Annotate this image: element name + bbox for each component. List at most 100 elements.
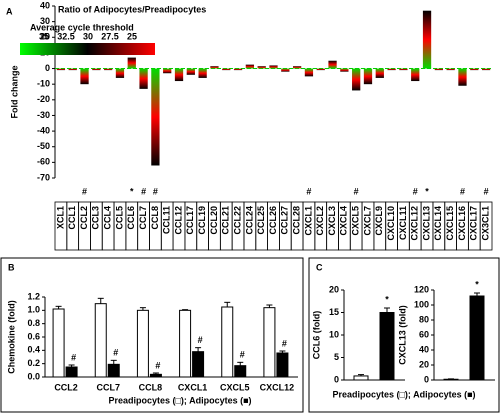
x-tick-label: CCL8 <box>150 206 160 230</box>
y-tick-label: -30 <box>37 110 50 120</box>
y-tick-label: -50 <box>37 141 50 151</box>
significance-mark: # <box>240 350 245 360</box>
x-tick-label: CXCL16 <box>457 206 467 241</box>
y-tick-label: 80 <box>419 314 429 324</box>
bar <box>317 69 325 71</box>
error-bar <box>224 302 230 307</box>
bar <box>66 367 77 377</box>
bar <box>151 69 159 166</box>
x-tick-label: CXCL9 <box>374 206 384 236</box>
legend-tick-label: 25 <box>127 31 137 41</box>
x-tick-label: CXCL5 <box>351 206 361 236</box>
x-tick-label: CCL3 <box>91 206 101 230</box>
y-tick-label: -20 <box>37 94 50 104</box>
bar <box>354 376 368 380</box>
significance-mark: # <box>71 352 76 362</box>
bar <box>380 313 394 381</box>
legend-bar <box>20 43 155 55</box>
x-tick-label: CXCL13 <box>421 206 431 241</box>
x-tick-label: CCL7 <box>96 382 120 392</box>
error-bar <box>98 298 104 303</box>
significance-mark: # <box>484 186 489 196</box>
x-tick-label: CCL8 <box>139 382 163 392</box>
x-tick-label: CXCL3 <box>327 206 337 236</box>
y-tick-label: 0.6 <box>27 331 40 341</box>
x-tick-label: XCL1 <box>55 206 65 229</box>
bar <box>139 69 147 89</box>
significance-mark: # <box>413 186 418 196</box>
bar <box>234 69 242 71</box>
y-tick-label: 20 <box>419 359 429 369</box>
x-tick-label: CXCL5 <box>220 382 250 392</box>
y-axis-label: Chemokine (fold) <box>6 300 16 374</box>
bar <box>69 69 77 71</box>
significance-mark: # <box>460 186 465 196</box>
error-bar <box>384 308 390 313</box>
x-tick-label: CCL24 <box>244 206 254 235</box>
x-tick-label: CCL20 <box>209 206 219 235</box>
x-axis-label: Preadipocytes (□); Adipocytes (■) <box>108 395 251 405</box>
significance-mark: # <box>155 360 160 370</box>
x-tick-label: CCL5 <box>114 206 124 230</box>
bar <box>92 69 100 71</box>
x-tick-label: CCL4 <box>103 206 113 230</box>
significance-mark: # <box>198 335 203 345</box>
x-tick-label: CCL12 <box>173 206 183 235</box>
bar <box>199 69 207 78</box>
x-tick-label: CXCL12 <box>260 382 295 392</box>
legend-tick-label: 30 <box>83 31 93 41</box>
significance-mark: # <box>282 338 287 348</box>
bar <box>210 66 218 68</box>
bar <box>411 69 419 82</box>
y-tick-label: 100 <box>414 299 429 309</box>
legend-tick-label: 35 <box>39 31 49 41</box>
significance-mark: * <box>475 279 479 289</box>
x-tick-label: CXCL4 <box>339 206 349 236</box>
y-tick-label: -70 <box>37 172 50 182</box>
bar <box>399 69 407 71</box>
panel-label: B <box>8 262 15 272</box>
chart-title: Ratio of Adipocytes/Preadipocytes <box>58 4 206 14</box>
y-tick-label: 40 <box>40 0 50 10</box>
bar <box>470 296 484 380</box>
bar <box>137 310 148 377</box>
y-tick-label: 40 <box>419 344 429 354</box>
y-tick-label: 20 <box>329 284 339 294</box>
bar <box>293 66 301 68</box>
bar <box>352 69 360 91</box>
y-axis-label: Fold change <box>9 65 19 118</box>
x-tick-label: CCL17 <box>185 206 195 235</box>
bar <box>470 69 478 71</box>
significance-mark: # <box>306 186 311 196</box>
y-tick-label: 1.0 <box>27 305 40 315</box>
x-tick-label: CXCL11 <box>398 206 408 240</box>
bar <box>116 69 124 78</box>
x-tick-label: CCL7 <box>138 206 148 230</box>
bar <box>222 307 233 377</box>
significance-mark: # <box>153 186 158 196</box>
bar <box>57 69 65 71</box>
x-tick-label: CCL6 <box>126 206 136 230</box>
x-tick-label: CXCL15 <box>445 206 455 241</box>
bar <box>180 310 191 377</box>
bar <box>80 69 88 85</box>
x-tick-label: CX3CL1 <box>480 206 490 241</box>
bar <box>246 65 254 69</box>
x-tick-label: CXCL10 <box>386 206 396 241</box>
significance-mark: # <box>354 186 359 196</box>
x-tick-label: CXCL1 <box>178 382 208 392</box>
bar <box>104 69 112 71</box>
y-tick-label: 15 <box>329 307 339 317</box>
x-tick-label: CCL19 <box>197 206 207 235</box>
bar <box>187 69 195 75</box>
x-tick-label: CCL21 <box>221 206 231 235</box>
y-axis-label: CCL6 (fold) <box>311 311 321 360</box>
significance-mark: # <box>82 186 87 196</box>
x-axis-label: Preadipocytes (□); Adipocytes (■) <box>332 389 475 399</box>
x-tick-label: CXCL14 <box>433 206 443 241</box>
y-tick-label: 0 <box>45 63 50 73</box>
x-tick-label: CXCL17 <box>469 206 479 241</box>
bar <box>95 304 106 377</box>
x-tick-label: CCL22 <box>232 206 242 235</box>
significance-mark: # <box>113 348 118 358</box>
